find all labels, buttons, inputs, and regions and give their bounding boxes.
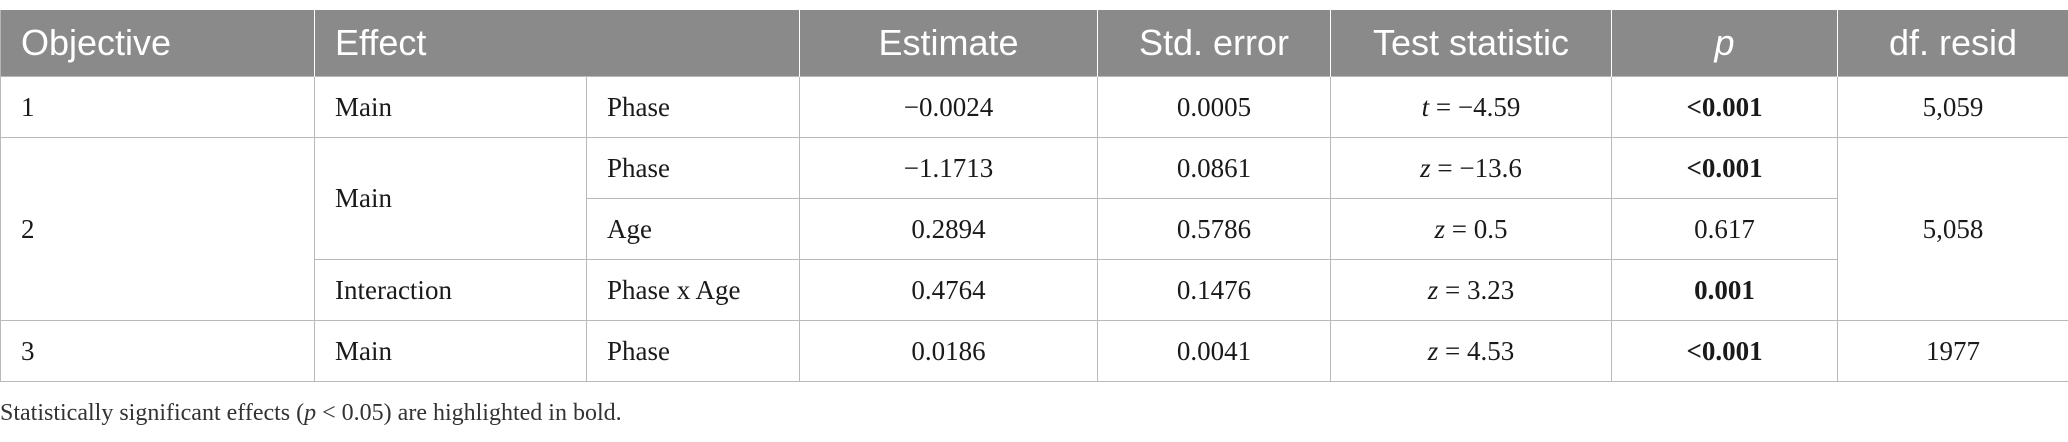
df-resid-cell: 5,058 xyxy=(1837,137,2068,321)
term-cell: Age xyxy=(585,198,801,260)
objective-cell: 1 xyxy=(0,76,315,138)
header-row: Objective Effect Estimate Std. error Tes… xyxy=(0,10,2068,77)
objective-cell: 2 xyxy=(0,137,315,321)
term-cell: Phase xyxy=(585,137,801,199)
p-value-cell: 0.001 xyxy=(1611,259,1839,321)
estimate-cell: 0.2894 xyxy=(799,198,1099,260)
header-objective: Objective xyxy=(0,10,315,77)
test-statistic-cell: z = 0.5 xyxy=(1330,198,1613,260)
footnote-p-symbol: p xyxy=(304,400,317,426)
header-std-error: Std. error xyxy=(1097,10,1332,77)
term-cell: Phase xyxy=(585,320,801,382)
std-error-cell: 0.0041 xyxy=(1097,320,1332,382)
stat-symbol: z xyxy=(1427,274,1439,305)
table-row: Age 0.2894 0.5786 z = 0.5 0.617 xyxy=(1,198,2068,260)
p-value-cell: <0.001 xyxy=(1611,320,1839,382)
effect-cell: Main xyxy=(314,76,587,138)
estimate-cell: −0.0024 xyxy=(799,76,1099,138)
stat-value: = 3.23 xyxy=(1438,274,1515,305)
std-error-cell: 0.0861 xyxy=(1097,137,1332,199)
stat-symbol: t xyxy=(1421,91,1430,122)
stat-value: = 4.53 xyxy=(1438,335,1515,366)
effect-cell: Interaction xyxy=(314,259,587,321)
term-cell: Phase x Age xyxy=(585,259,801,321)
std-error-cell: 0.0005 xyxy=(1097,76,1332,138)
test-statistic-cell: z = −13.6 xyxy=(1330,137,1613,199)
std-error-cell: 0.5786 xyxy=(1097,198,1332,260)
results-table: Objective Effect Estimate Std. error Tes… xyxy=(0,10,2068,382)
footnote-text-after: < 0.05) are highlighted in bold. xyxy=(316,400,622,426)
std-error-cell: 0.1476 xyxy=(1097,259,1332,321)
term-cell: Phase xyxy=(585,76,801,138)
test-statistic-cell: t = −4.59 xyxy=(1330,76,1613,138)
stat-value: = 0.5 xyxy=(1445,213,1508,244)
effect-cell: Main xyxy=(314,320,587,382)
table-row: 3 Main Phase 0.0186 0.0041 z = 4.53 <0.0… xyxy=(0,320,2068,382)
header-effect: Effect xyxy=(313,10,801,77)
header-test-statistic: Test statistic xyxy=(1330,10,1613,77)
p-value-cell: <0.001 xyxy=(1611,76,1839,138)
stat-symbol: z xyxy=(1427,335,1439,366)
estimate-cell: −1.1713 xyxy=(799,137,1099,199)
test-statistic-cell: z = 4.53 xyxy=(1330,320,1613,382)
df-resid-cell: 5,059 xyxy=(1837,76,2068,138)
p-value-cell: <0.001 xyxy=(1611,137,1839,199)
stat-value: = −13.6 xyxy=(1430,152,1522,183)
p-value-cell: 0.617 xyxy=(1611,198,1839,260)
stat-symbol: z xyxy=(1420,152,1431,183)
footnote-text-before: Statistically significant effects ( xyxy=(0,400,305,426)
stat-symbol: z xyxy=(1434,213,1446,244)
table-row: 2 Main Phase −1.1713 0.0861 z = −13.6 <0… xyxy=(0,137,2068,321)
header-df-resid: df. resid xyxy=(1837,10,2068,77)
table-row: 1 Main Phase −0.0024 0.0005 t = −4.59 <0… xyxy=(0,76,2068,138)
test-statistic-cell: z = 3.23 xyxy=(1330,259,1613,321)
header-estimate: Estimate xyxy=(799,10,1099,77)
df-resid-cell: 1977 xyxy=(1837,320,2068,382)
objective-cell: 3 xyxy=(0,320,315,382)
stat-value: = −4.59 xyxy=(1429,91,1521,122)
effect-cell: Main xyxy=(314,137,587,260)
estimate-cell: 0.0186 xyxy=(799,320,1099,382)
table-footnote: Statistically significant effects (p < 0… xyxy=(0,400,622,427)
estimate-cell: 0.4764 xyxy=(799,259,1099,321)
header-p: p xyxy=(1611,10,1839,77)
